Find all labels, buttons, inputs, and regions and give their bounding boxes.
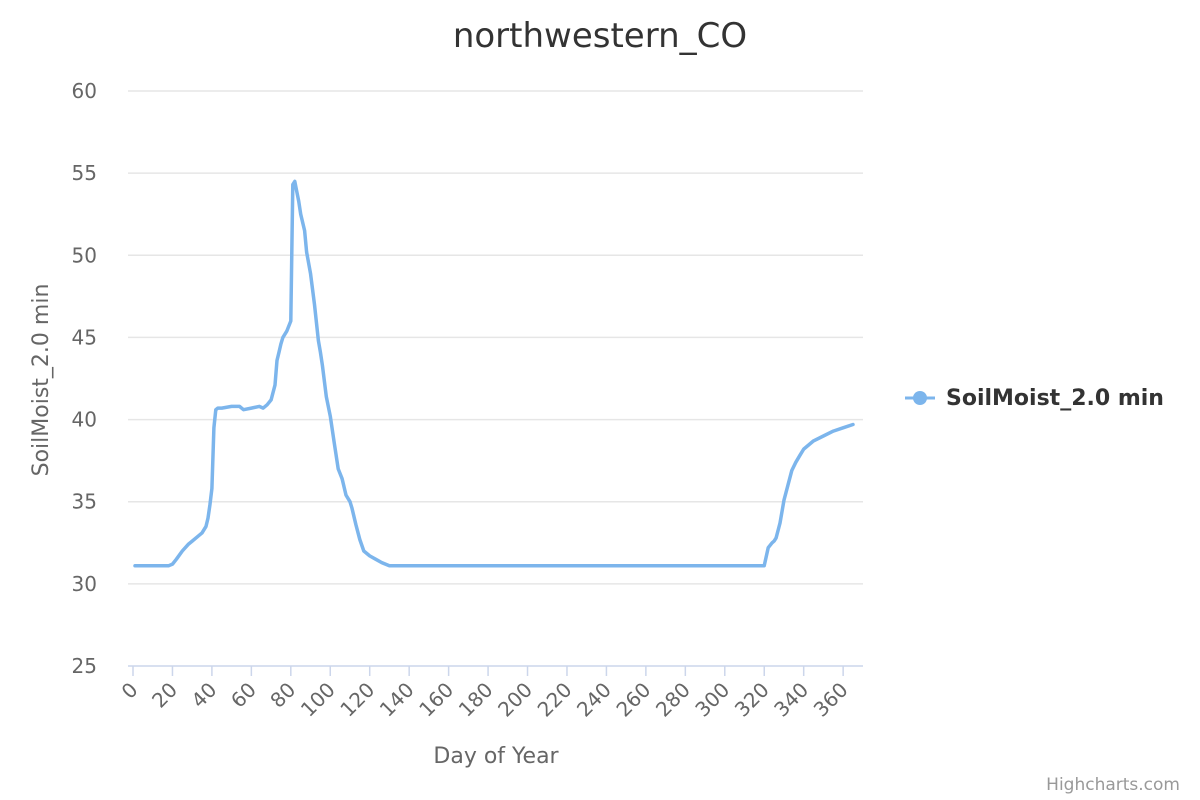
credits[interactable]: Highcharts.com: [1046, 775, 1180, 795]
x-tick-label: 320: [730, 678, 774, 722]
x-tick-label: 100: [296, 678, 340, 722]
x-tick-label: 220: [533, 678, 577, 722]
x-tick-label: 160: [414, 678, 458, 722]
y-tick-label: 25: [72, 654, 97, 678]
y-tick-label: 30: [72, 572, 97, 596]
x-tick-label: 120: [335, 678, 379, 722]
x-tick-label: 20: [147, 678, 182, 713]
gridlines: [128, 90, 863, 585]
x-tick-label: 260: [611, 678, 655, 722]
chart-title: northwestern_CO: [453, 16, 747, 56]
x-tick-label: 0: [117, 678, 143, 704]
y-tick-label: 35: [72, 490, 97, 514]
y-tick-label: 45: [72, 325, 97, 349]
y-tick-label: 55: [72, 161, 97, 185]
x-axis-title: Day of Year: [433, 744, 559, 769]
x-tick-label: 60: [226, 678, 261, 713]
x-axis: 0 20 40 60 801001201401601802002202402602803…: [117, 665, 863, 722]
x-tick-label: 180: [454, 678, 498, 722]
x-tick-label: 140: [375, 678, 419, 722]
y-tick-label: 40: [72, 408, 97, 432]
x-tick-label: 340: [769, 678, 813, 722]
x-tick-label: 240: [572, 678, 616, 722]
x-tick-label: 80: [265, 678, 300, 713]
y-tick-label: 60: [72, 79, 97, 103]
x-tick-label: 360: [809, 678, 853, 722]
x-tick-label: 280: [651, 678, 695, 722]
y-axis-ticks: 25 30 35 40 45 50 55 60: [72, 79, 97, 678]
x-tick-label: 40: [186, 678, 221, 713]
series-line[interactable]: [133, 179, 855, 568]
series-group: [133, 179, 855, 568]
y-axis-title: SoilMoist_2.0 min: [29, 284, 54, 477]
x-tick-label: 300: [690, 678, 734, 722]
y-tick-label: 50: [72, 243, 97, 267]
legend-marker: [913, 391, 927, 405]
x-tick-label: 200: [493, 678, 537, 722]
legend-label: SoilMoist_2.0 min: [946, 386, 1164, 411]
legend-item[interactable]: SoilMoist_2.0 min: [905, 386, 1164, 411]
